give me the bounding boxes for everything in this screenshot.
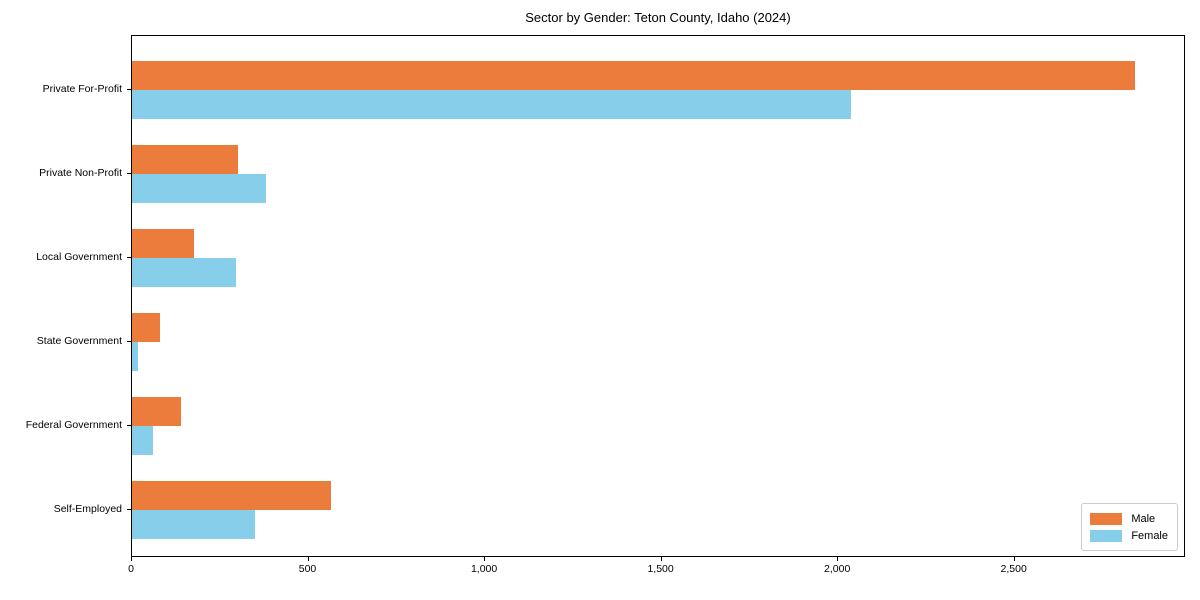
y-tick-mark bbox=[127, 257, 131, 258]
y-tick-label-state-government: State Government bbox=[36, 335, 122, 347]
legend-label-female: Female bbox=[1131, 529, 1168, 542]
legend-item-male: Male bbox=[1090, 510, 1168, 527]
legend-swatch-male bbox=[1090, 512, 1123, 525]
bar-female-self-employed bbox=[132, 510, 255, 539]
y-tick-label-self-employed: Self-Employed bbox=[53, 503, 122, 515]
y-tick-label-private-non-profit: Private Non-Profit bbox=[39, 167, 122, 179]
legend-label-male: Male bbox=[1131, 512, 1156, 525]
x-tick-label-2500: 2,500 bbox=[1000, 563, 1027, 575]
x-tick-label-2000: 2,000 bbox=[824, 563, 851, 575]
bar-male-private-for-profit bbox=[132, 61, 1135, 90]
chart-title: Sector by Gender: Teton County, Idaho (2… bbox=[525, 10, 791, 25]
legend-swatch-female bbox=[1090, 529, 1123, 542]
x-tick-label-0: 0 bbox=[128, 563, 134, 575]
x-tick-mark bbox=[307, 557, 309, 561]
bar-female-state-government bbox=[132, 342, 139, 371]
bar-female-local-government bbox=[132, 258, 237, 287]
y-tick-label-federal-government: Federal Government bbox=[25, 419, 122, 431]
x-tick-label-1000: 1,000 bbox=[470, 563, 498, 575]
bar-male-self-employed bbox=[132, 481, 331, 510]
x-tick-mark bbox=[484, 557, 486, 561]
x-tick-mark bbox=[660, 557, 662, 561]
bar-female-private-non-profit bbox=[132, 174, 267, 203]
bar-female-private-for-profit bbox=[132, 90, 851, 119]
bar-male-local-government bbox=[132, 229, 194, 258]
bar-female-federal-government bbox=[132, 426, 154, 455]
bar-male-state-government bbox=[132, 313, 161, 342]
legend: Male Female bbox=[1081, 503, 1178, 551]
bar-male-private-non-profit bbox=[132, 145, 238, 174]
x-tick-label-500: 500 bbox=[298, 563, 317, 575]
legend-item-female: Female bbox=[1090, 527, 1168, 544]
y-tick-label-local-government: Local Government bbox=[36, 251, 122, 263]
x-tick-mark bbox=[1013, 557, 1015, 561]
y-tick-mark bbox=[127, 173, 131, 174]
y-tick-mark bbox=[127, 341, 131, 342]
y-tick-mark bbox=[127, 89, 131, 90]
x-tick-mark bbox=[131, 557, 132, 561]
x-tick-label-1500: 1,500 bbox=[647, 563, 674, 575]
y-tick-mark bbox=[127, 509, 131, 510]
y-tick-mark bbox=[127, 425, 131, 426]
y-tick-label-private-for-profit: Private For-Profit bbox=[42, 83, 122, 95]
x-tick-mark bbox=[837, 557, 839, 561]
plot-area: Male Female bbox=[131, 35, 1185, 557]
bar-male-federal-government bbox=[132, 397, 181, 426]
